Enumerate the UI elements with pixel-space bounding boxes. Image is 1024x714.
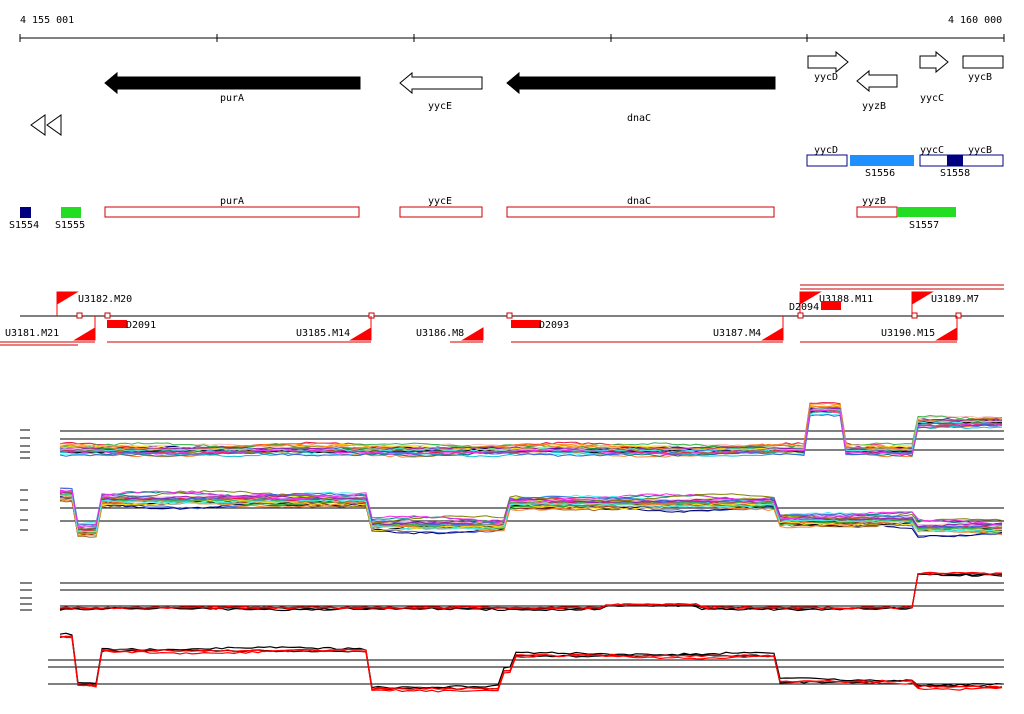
feature-label-D2094: D2094 bbox=[789, 302, 819, 313]
flag-U3190-M15[interactable] bbox=[935, 316, 958, 341]
feature-track: U3182.M20 U3188.M11 U3189.M7 D2094 D2091… bbox=[0, 284, 1004, 346]
panel2-profile-line bbox=[59, 491, 1003, 530]
panel1-profile-line bbox=[59, 405, 1003, 451]
gene-arrow-yyzB[interactable] bbox=[856, 69, 898, 93]
feature-label-U3187-M4: U3187.M4 bbox=[713, 328, 761, 339]
panel2-profile-line bbox=[59, 490, 1003, 528]
panel3-profile-line bbox=[59, 571, 1003, 610]
gene-label-dnaC: dnaC bbox=[627, 113, 651, 124]
segment-label-S1556: S1556 bbox=[865, 168, 895, 179]
segment-S1554[interactable] bbox=[20, 207, 31, 218]
flag-U3182-M20[interactable] bbox=[56, 291, 79, 316]
panel3-profile-line bbox=[59, 571, 1003, 610]
panel4-profile-line bbox=[59, 632, 1003, 689]
panel3-profile-line bbox=[59, 573, 1003, 612]
segment-label-yyzB: yyzB bbox=[862, 196, 886, 207]
panel3-profile-line bbox=[60, 572, 1003, 611]
panel2-profile-line bbox=[59, 487, 1003, 529]
ruler-start-label: 4 155 001 bbox=[20, 15, 74, 26]
segment-label-S1555: S1555 bbox=[55, 220, 85, 231]
flag-U3187-M4[interactable] bbox=[761, 316, 784, 341]
feature-label-U3181-M21: U3181.M21 bbox=[5, 328, 59, 339]
gene-track: purA yycE dnaC yycD yyzB yycC yycB bbox=[30, 50, 1004, 136]
segment-label-S1557: S1557 bbox=[909, 220, 939, 231]
segment-label-yycC: yycC bbox=[920, 145, 944, 156]
segment-S1556[interactable] bbox=[850, 155, 914, 166]
segment-S1555[interactable] bbox=[61, 207, 81, 218]
segment-box-yycE[interactable] bbox=[399, 206, 483, 218]
feature-block-D2093[interactable] bbox=[511, 320, 541, 328]
segment-label-yycB: yycB bbox=[968, 145, 992, 156]
gene-arrow-yycE[interactable] bbox=[399, 71, 483, 95]
panel1-profile-line bbox=[59, 402, 1003, 451]
panel4-profile-line bbox=[59, 635, 1003, 693]
panel1-profile-line bbox=[59, 402, 1003, 450]
gene-label-yycC: yycC bbox=[920, 93, 944, 104]
segment-box-dnaC[interactable] bbox=[506, 206, 775, 218]
feature-block-D2094[interactable] bbox=[821, 301, 841, 310]
panel2-profile-line bbox=[59, 499, 1003, 537]
segment-label-S1554: S1554 bbox=[9, 220, 39, 231]
gene-label-yycB: yycB bbox=[968, 72, 992, 83]
segment-S1557[interactable] bbox=[897, 207, 956, 217]
panel1-profile-line bbox=[59, 404, 1003, 451]
feature-label-U3190-M15: U3190.M15 bbox=[881, 328, 935, 339]
gene-arrow-yycD[interactable] bbox=[807, 50, 849, 74]
segment-track-upper: yycD yycC yycB S1556 S1558 bbox=[806, 145, 1004, 179]
segment-label-yycE: yycE bbox=[428, 196, 452, 207]
panel2-profile-line bbox=[59, 494, 1003, 533]
expression-profiles bbox=[20, 402, 1004, 693]
feature-block-D2091[interactable] bbox=[107, 320, 127, 328]
feature-label-D2091: D2091 bbox=[126, 320, 156, 331]
segment-label-yycD: yycD bbox=[814, 145, 838, 156]
panel1-profile-line bbox=[59, 405, 1003, 451]
gene-arrow-yycB[interactable] bbox=[962, 55, 1004, 69]
feature-label-U3188-M11: U3188.M11 bbox=[819, 294, 873, 305]
panel1-profile-line bbox=[59, 409, 1002, 456]
ruler-end-label: 4 160 000 bbox=[948, 15, 1002, 26]
gene-arrow-dnaC[interactable] bbox=[506, 71, 776, 95]
gene-label-yycE: yycE bbox=[428, 101, 452, 112]
segment-track-lower: S1554 S1555 purA yycE dnaC yyzB S1557 bbox=[9, 196, 956, 231]
segment-label-purA: purA bbox=[220, 196, 244, 207]
feature-label-U3186-M8: U3186.M8 bbox=[416, 328, 464, 339]
feature-label-D2093: D2093 bbox=[539, 320, 569, 331]
flag-U3188-M11[interactable] bbox=[799, 291, 822, 316]
panel2-profile-line bbox=[59, 495, 1003, 538]
flag-U3181-M21[interactable] bbox=[73, 316, 96, 341]
segment-label-S1558: S1558 bbox=[940, 168, 970, 179]
feature-label-U3189-M7: U3189.M7 bbox=[931, 294, 979, 305]
flag-U3189-M7[interactable] bbox=[911, 291, 934, 316]
segment-box-yyzB[interactable] bbox=[856, 206, 898, 218]
segment-box-yycD[interactable] bbox=[806, 154, 848, 167]
segment-box-purA[interactable] bbox=[104, 206, 360, 218]
gene-label-purA: purA bbox=[220, 93, 244, 104]
flag-U3185-M14[interactable] bbox=[349, 316, 372, 341]
collapsed-arrows-icon[interactable] bbox=[30, 114, 62, 136]
feature-label-U3182-M20: U3182.M20 bbox=[78, 294, 132, 305]
flag-U3186-M8[interactable] bbox=[461, 327, 484, 341]
panel2-profile-line bbox=[59, 498, 1003, 536]
gene-label-yyzB: yyzB bbox=[862, 101, 886, 112]
coordinate-ruler: 4 155 001 4 160 000 bbox=[19, 15, 1005, 42]
gene-arrow-purA[interactable] bbox=[104, 71, 361, 95]
panel1-profile-line bbox=[59, 405, 1003, 451]
segment-S1558[interactable] bbox=[947, 155, 963, 166]
gene-arrow-yycC[interactable] bbox=[919, 50, 949, 74]
segment-label-dnaC: dnaC bbox=[627, 196, 651, 207]
panel4-profile-line bbox=[59, 635, 1003, 690]
panel1-profile-line bbox=[59, 407, 1003, 451]
feature-label-U3185-M14: U3185.M14 bbox=[296, 328, 350, 339]
gene-label-yycD: yycD bbox=[814, 72, 838, 83]
